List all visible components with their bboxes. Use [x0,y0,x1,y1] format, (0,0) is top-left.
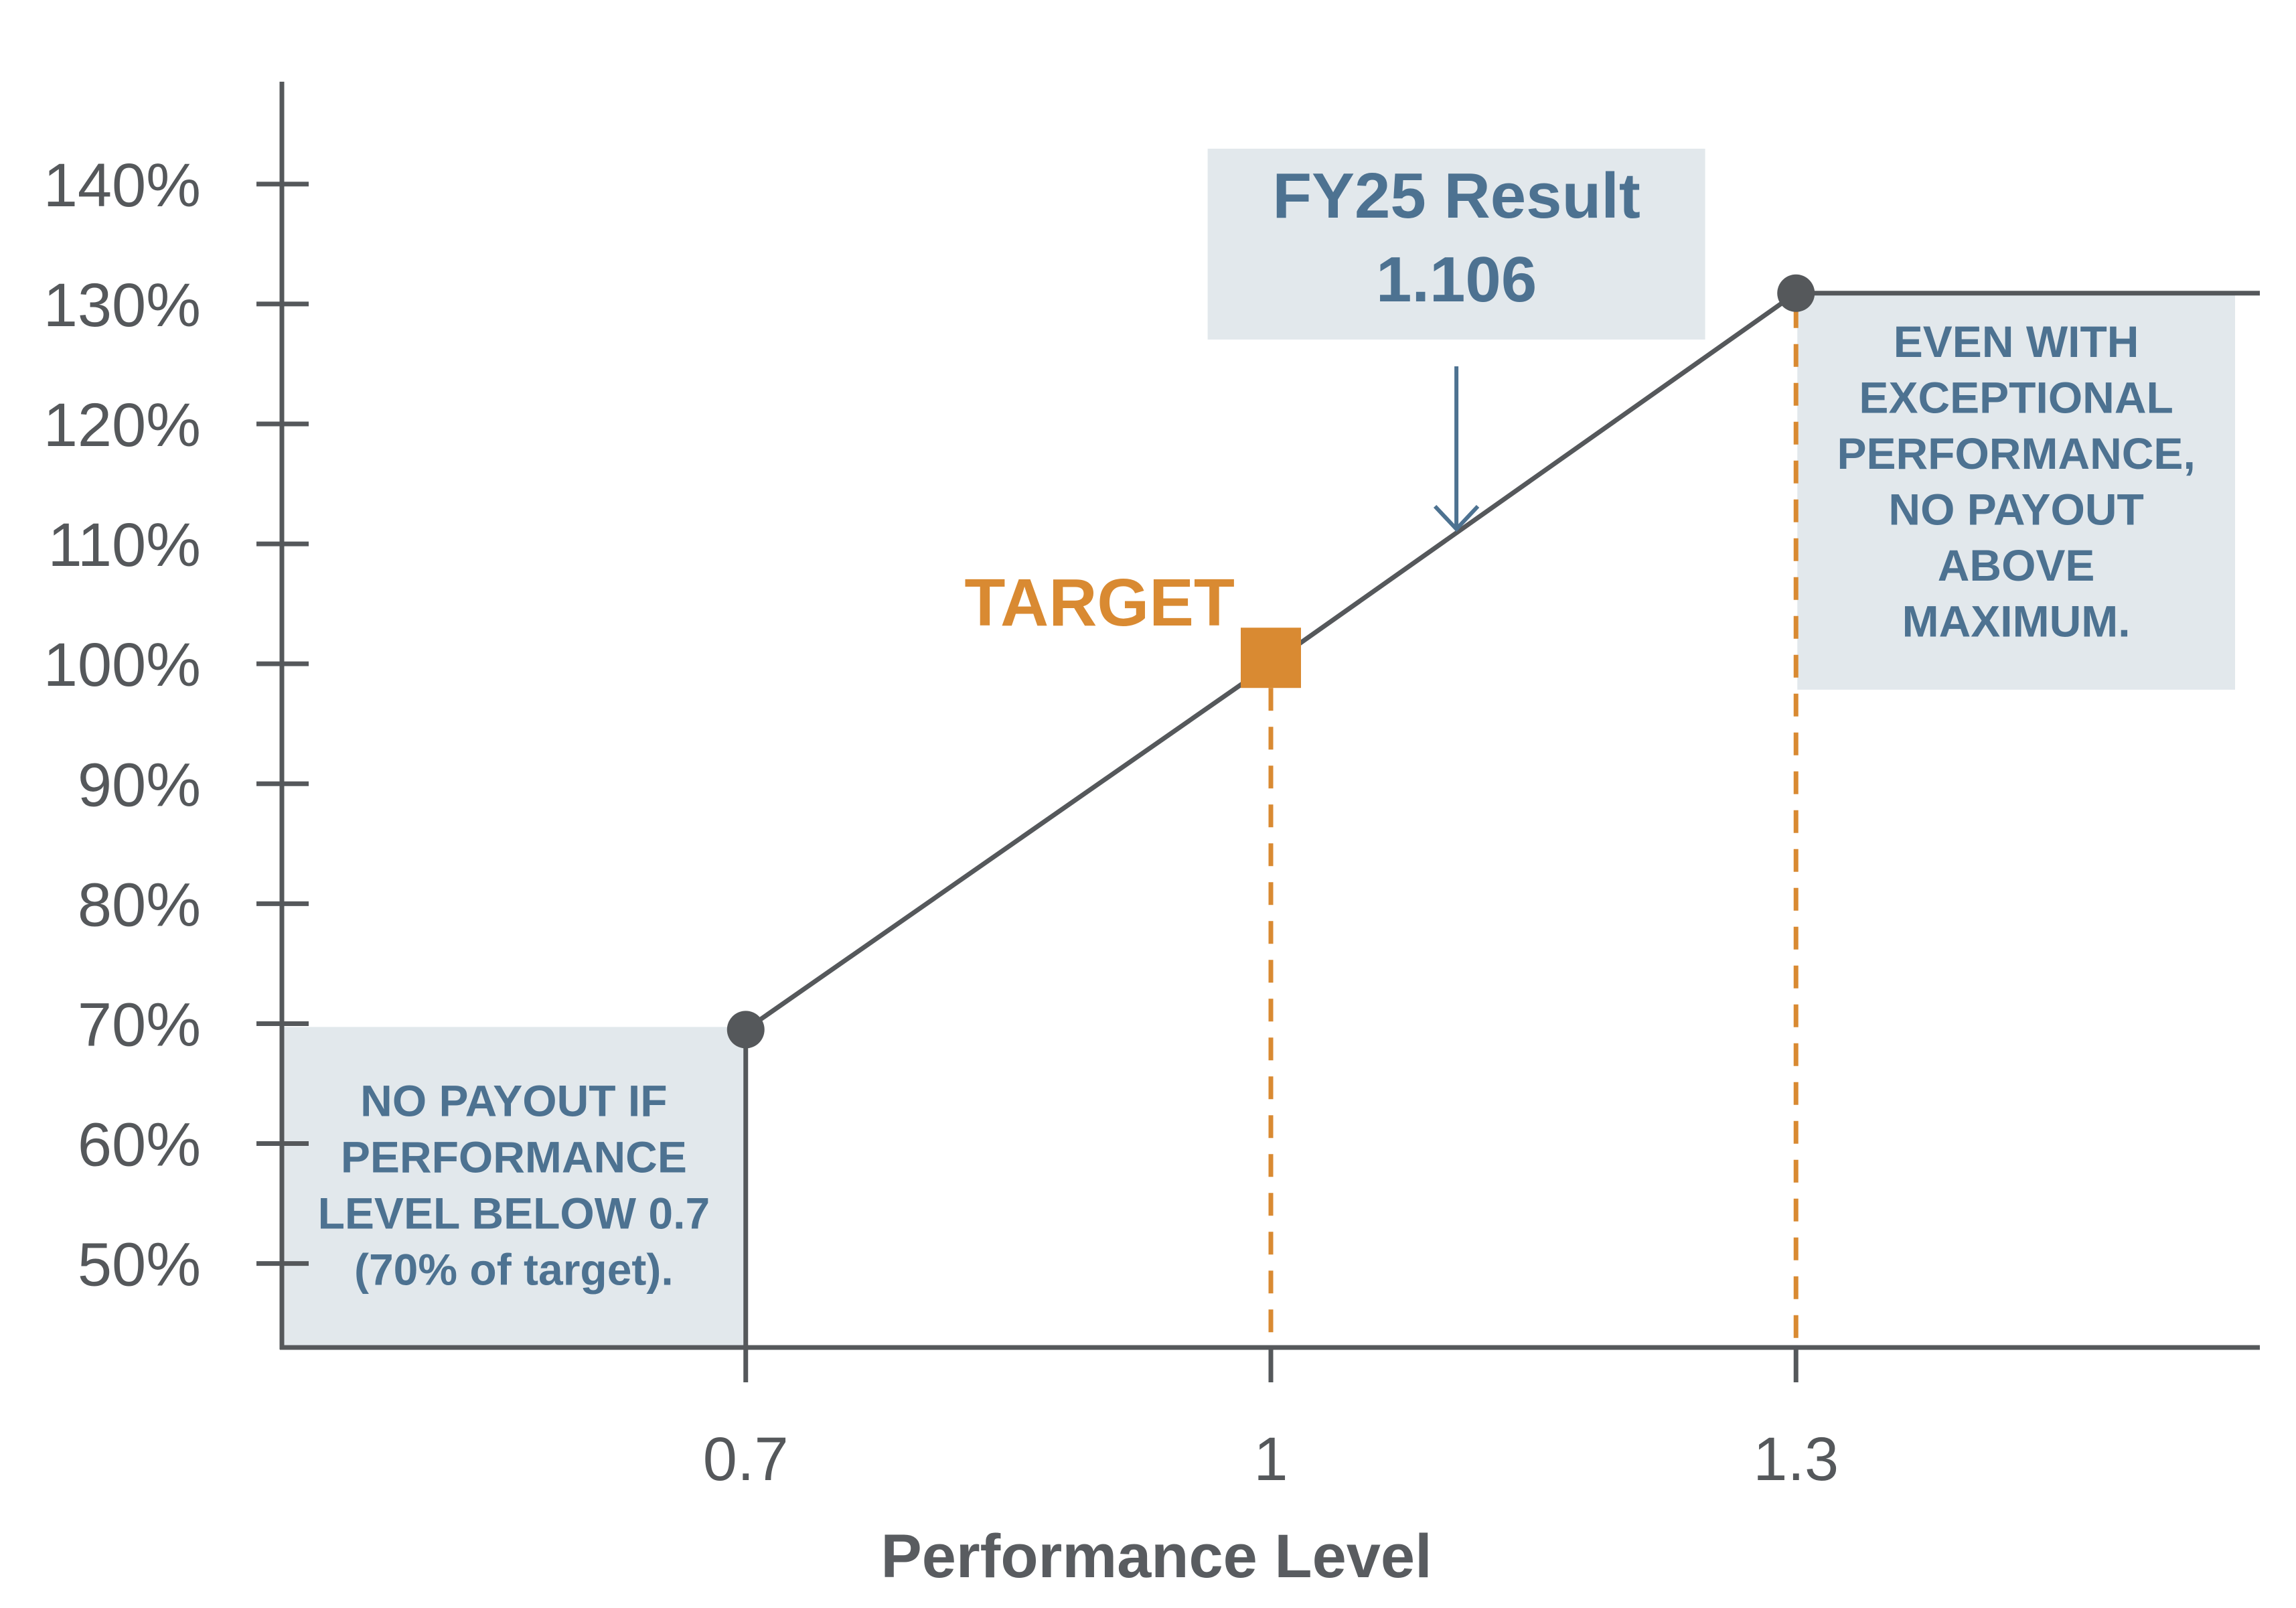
no-payout-below-text: LEVEL BELOW 0.7 [318,1188,710,1238]
x-tick-label: 1 [1253,1425,1288,1493]
y-tick-label: 70% [78,991,201,1059]
x-axis-label: Performance Level [881,1522,1432,1591]
no-payout-above-text: NO PAYOUT [1888,484,2143,534]
y-tick-label: 140% [44,151,201,220]
fy25-result-box [1207,149,1705,340]
y-tick-label: 90% [78,751,201,819]
no-payout-above-text: EXCEPTIONAL [1859,372,2173,422]
y-tick-label: 100% [44,631,201,699]
no-payout-below-box [282,1027,746,1347]
result-arrow-head [1433,504,1480,532]
y-tick-label: 50% [78,1231,201,1299]
x-tick-label: 1.3 [1753,1425,1839,1493]
no-payout-above-text: EVEN WITH [1894,317,2139,366]
no-payout-below-text: PERFORMANCE [341,1132,687,1181]
no-payout-above-text: ABOVE [1938,540,2095,590]
payout-curve-line [744,291,2260,1032]
no-payout-below-text: (70% of target). [354,1244,674,1294]
maximum-point-marker [1777,274,1815,312]
y-tick-label: 80% [78,871,201,939]
no-payout-above-text: PERFORMANCE, [1837,429,2195,478]
y-tick-label: 120% [44,391,201,459]
y-tick-label: 60% [78,1111,201,1179]
fy25-result-title: FY25 Result [1272,160,1640,232]
fy25-result-value: 1.106 [1376,244,1537,315]
no-payout-below-text: NO PAYOUT IF [360,1076,667,1125]
y-tick-label: 110% [48,511,201,579]
minimum-point-marker [726,1011,765,1049]
target-label: TARGET [964,565,1235,640]
y-tick-label: 130% [44,271,201,340]
no-payout-above-text: MAXIMUM. [1902,596,2131,646]
no-payout-above-box [1797,294,2235,690]
target-marker [1241,628,1301,688]
x-tick-label: 0.7 [703,1425,789,1493]
